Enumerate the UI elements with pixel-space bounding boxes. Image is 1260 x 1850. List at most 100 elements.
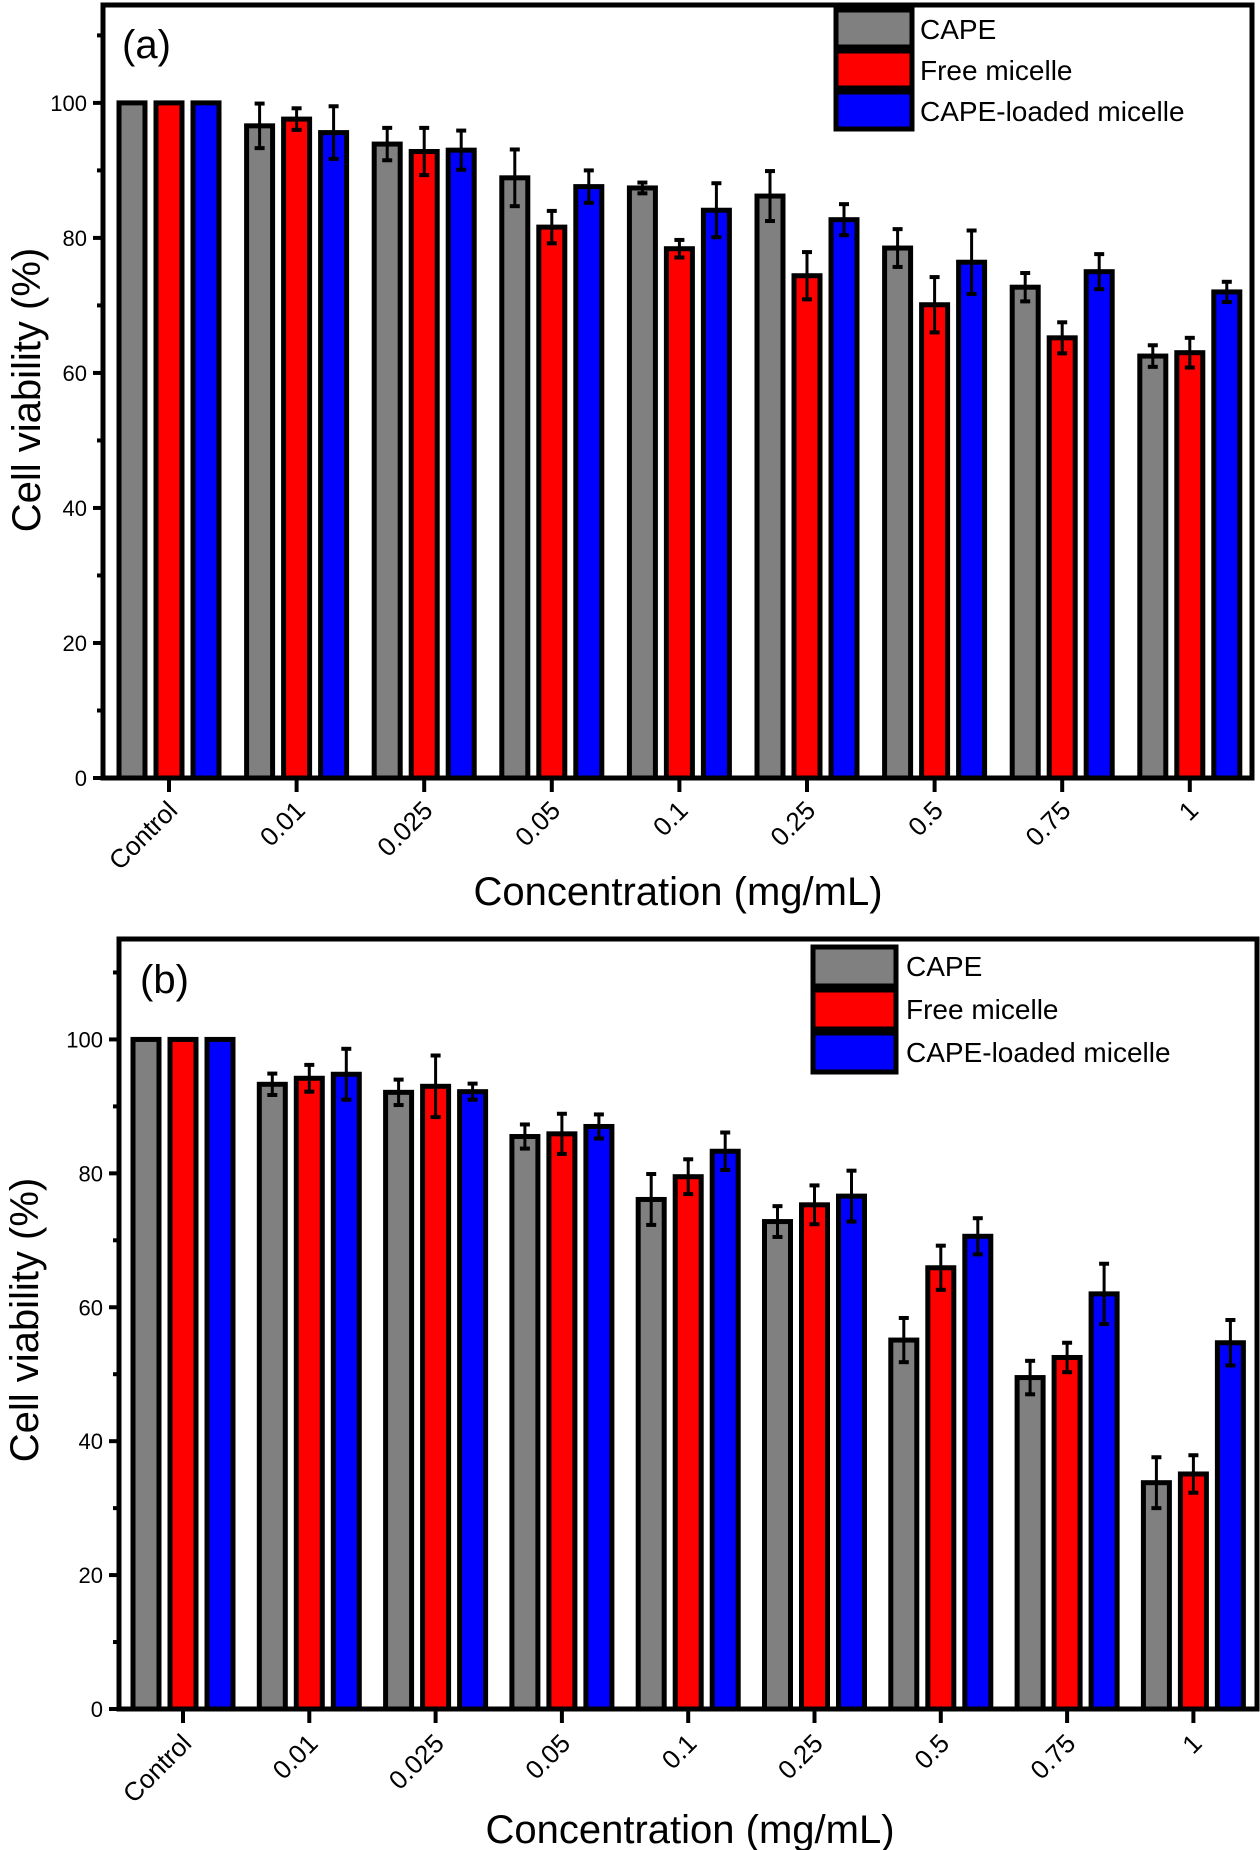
bar-cape-0.1 [626,185,658,781]
x-tick-label: 0.05 [519,1728,576,1785]
bar-cape-0.1 [635,1196,667,1712]
y-tick-label: 80 [63,226,87,251]
chart-panel-b: 0 20 40 60 80 100 Control 0.01 0.025 0.05 0.1 0.25 0… [3,936,1260,1850]
bar-free-micelle-0.25 [799,1202,830,1712]
x-tick-label: 0.025 [371,795,438,862]
y-tick-label: 60 [63,361,87,386]
y-axis-title: Cell viability (%) [5,248,49,533]
legend-swatch [833,48,915,91]
bar-cape-loaded-micelle-1 [1211,289,1243,781]
legend-label: Free micelle [906,994,1058,1025]
legend-label: Free micelle [920,55,1072,86]
bar-cape-loaded-micelle-0.01 [318,130,350,781]
legend-swatch [810,944,899,989]
bar-cape-loaded-micelle-0.05 [573,184,605,781]
bar-cape-loaded-micelle-0.1 [709,1148,741,1712]
bar-cape-0.5 [882,245,914,781]
bar-free-micelle-0.1 [672,1174,704,1712]
legend: CAPE Free micelle CAPE-loaded micelle [833,7,1185,132]
panel-label: (a) [122,23,171,67]
bar-cape-loaded-micelle-0.75 [1088,1291,1120,1712]
bar-free-micelle-0.5 [925,1265,957,1712]
bar-free-micelle-0.5 [919,302,951,781]
y-axis-title: Cell viability (%) [3,1178,47,1463]
legend-label: CAPE-loaded micelle [920,96,1185,127]
y-tick-label: 20 [63,631,87,656]
bar-free-micelle-0.05 [546,1131,578,1712]
bar-free-micelle-0.1 [663,246,695,781]
bar-cape-loaded-micelle-0.5 [962,1233,994,1712]
x-tick-label: 0.25 [772,1728,829,1785]
x-tick-label: 0.01 [254,795,311,852]
bar-cape-0.75 [1009,284,1041,781]
x-axis-title: Concentration (mg/mL) [485,1808,894,1850]
bar-cape-0.01 [256,1081,288,1712]
legend-swatch [833,7,915,50]
legend-label: CAPE [920,14,996,45]
x-tick-label: 0.1 [656,1728,703,1775]
bar-cape-0.025 [383,1089,415,1712]
bar-cape-loaded-micelle-0.25 [836,1193,867,1712]
bar-cape-loaded-micelle-1 [1214,1340,1246,1712]
bar-cape-loaded-micelle-0.75 [1083,269,1115,781]
x-tick-label: 0.5 [902,795,949,842]
x-tick-label: 0.75 [1019,795,1076,852]
legend-label: CAPE [906,951,982,982]
bar-cape-loaded-micelle-Control [190,100,222,781]
y-tick-label: 0 [75,766,87,791]
bar-free-micelle-0.75 [1046,335,1078,781]
bar-free-micelle-Control [167,1036,199,1712]
x-tick-label: 1 [1176,1728,1207,1759]
bar-cape-Control [130,1036,162,1712]
bar-cape-0.025 [371,141,403,781]
bar-cape-Control [116,100,148,781]
bar-cape-loaded-micelle-0.025 [457,1089,489,1712]
bar-free-micelle-0.75 [1051,1354,1083,1712]
bar-cape-loaded-micelle-0.05 [583,1123,615,1712]
bar-cape-loaded-micelle-0.01 [330,1071,362,1712]
y-tick-label: 60 [79,1295,103,1320]
x-tick-label: 0.05 [509,795,566,852]
x-tick-label: 0.75 [1024,1728,1081,1785]
bar-free-micelle-0.025 [420,1083,452,1712]
bar-free-micelle-0.025 [408,148,440,781]
x-axis-title: Concentration (mg/mL) [473,870,882,914]
y-tick-label: 40 [63,496,87,521]
bar-cape-loaded-micelle-0.025 [445,147,477,781]
x-tick-label: Control [117,1728,197,1808]
bar-cape-loaded-micelle-0.5 [956,259,988,781]
legend-label: CAPE-loaded micelle [906,1037,1171,1068]
y-tick-label: 40 [79,1429,103,1454]
x-tick-label: 0.5 [908,1728,955,1775]
bar-cape-0.01 [244,123,276,781]
bar-cape-loaded-micelle-0.25 [828,217,860,781]
x-tick-label: 0.01 [267,1728,324,1785]
bar-cape-0.75 [1014,1375,1046,1712]
bar-cape-1 [1140,1480,1172,1712]
legend-swatch [833,89,915,132]
y-tick-label: 0 [91,1697,103,1722]
x-tick-label: Control [103,795,183,875]
chart-panel-a: 0 20 40 60 80 100 Control 0.01 0.025 0.05 0.1 0.25 0… [5,2,1255,914]
bar-cape-loaded-micelle-Control [204,1036,236,1712]
y-tick-label: 20 [79,1563,103,1588]
y-tick-label: 80 [79,1161,103,1186]
x-tick-label: 0.1 [647,795,694,842]
x-tick-label: 0.25 [764,795,821,852]
bar-cape-0.05 [509,1134,541,1712]
bar-free-micelle-1 [1177,1471,1209,1712]
x-tick-label: 1 [1173,795,1204,826]
y-tick-label: 100 [66,1027,103,1052]
bar-cape-0.25 [754,193,786,781]
bar-cape-0.05 [499,175,531,781]
y-tick-label: 100 [50,91,87,116]
x-tick-label: 0.025 [383,1728,450,1795]
bar-cape-loaded-micelle-0.1 [700,207,732,781]
bar-free-micelle-1 [1174,350,1206,781]
bar-free-micelle-0.25 [791,273,823,781]
bar-cape-0.25 [762,1219,793,1712]
bar-free-micelle-Control [153,100,185,781]
bar-free-micelle-0.01 [281,116,313,781]
bar-cape-0.5 [888,1337,920,1712]
